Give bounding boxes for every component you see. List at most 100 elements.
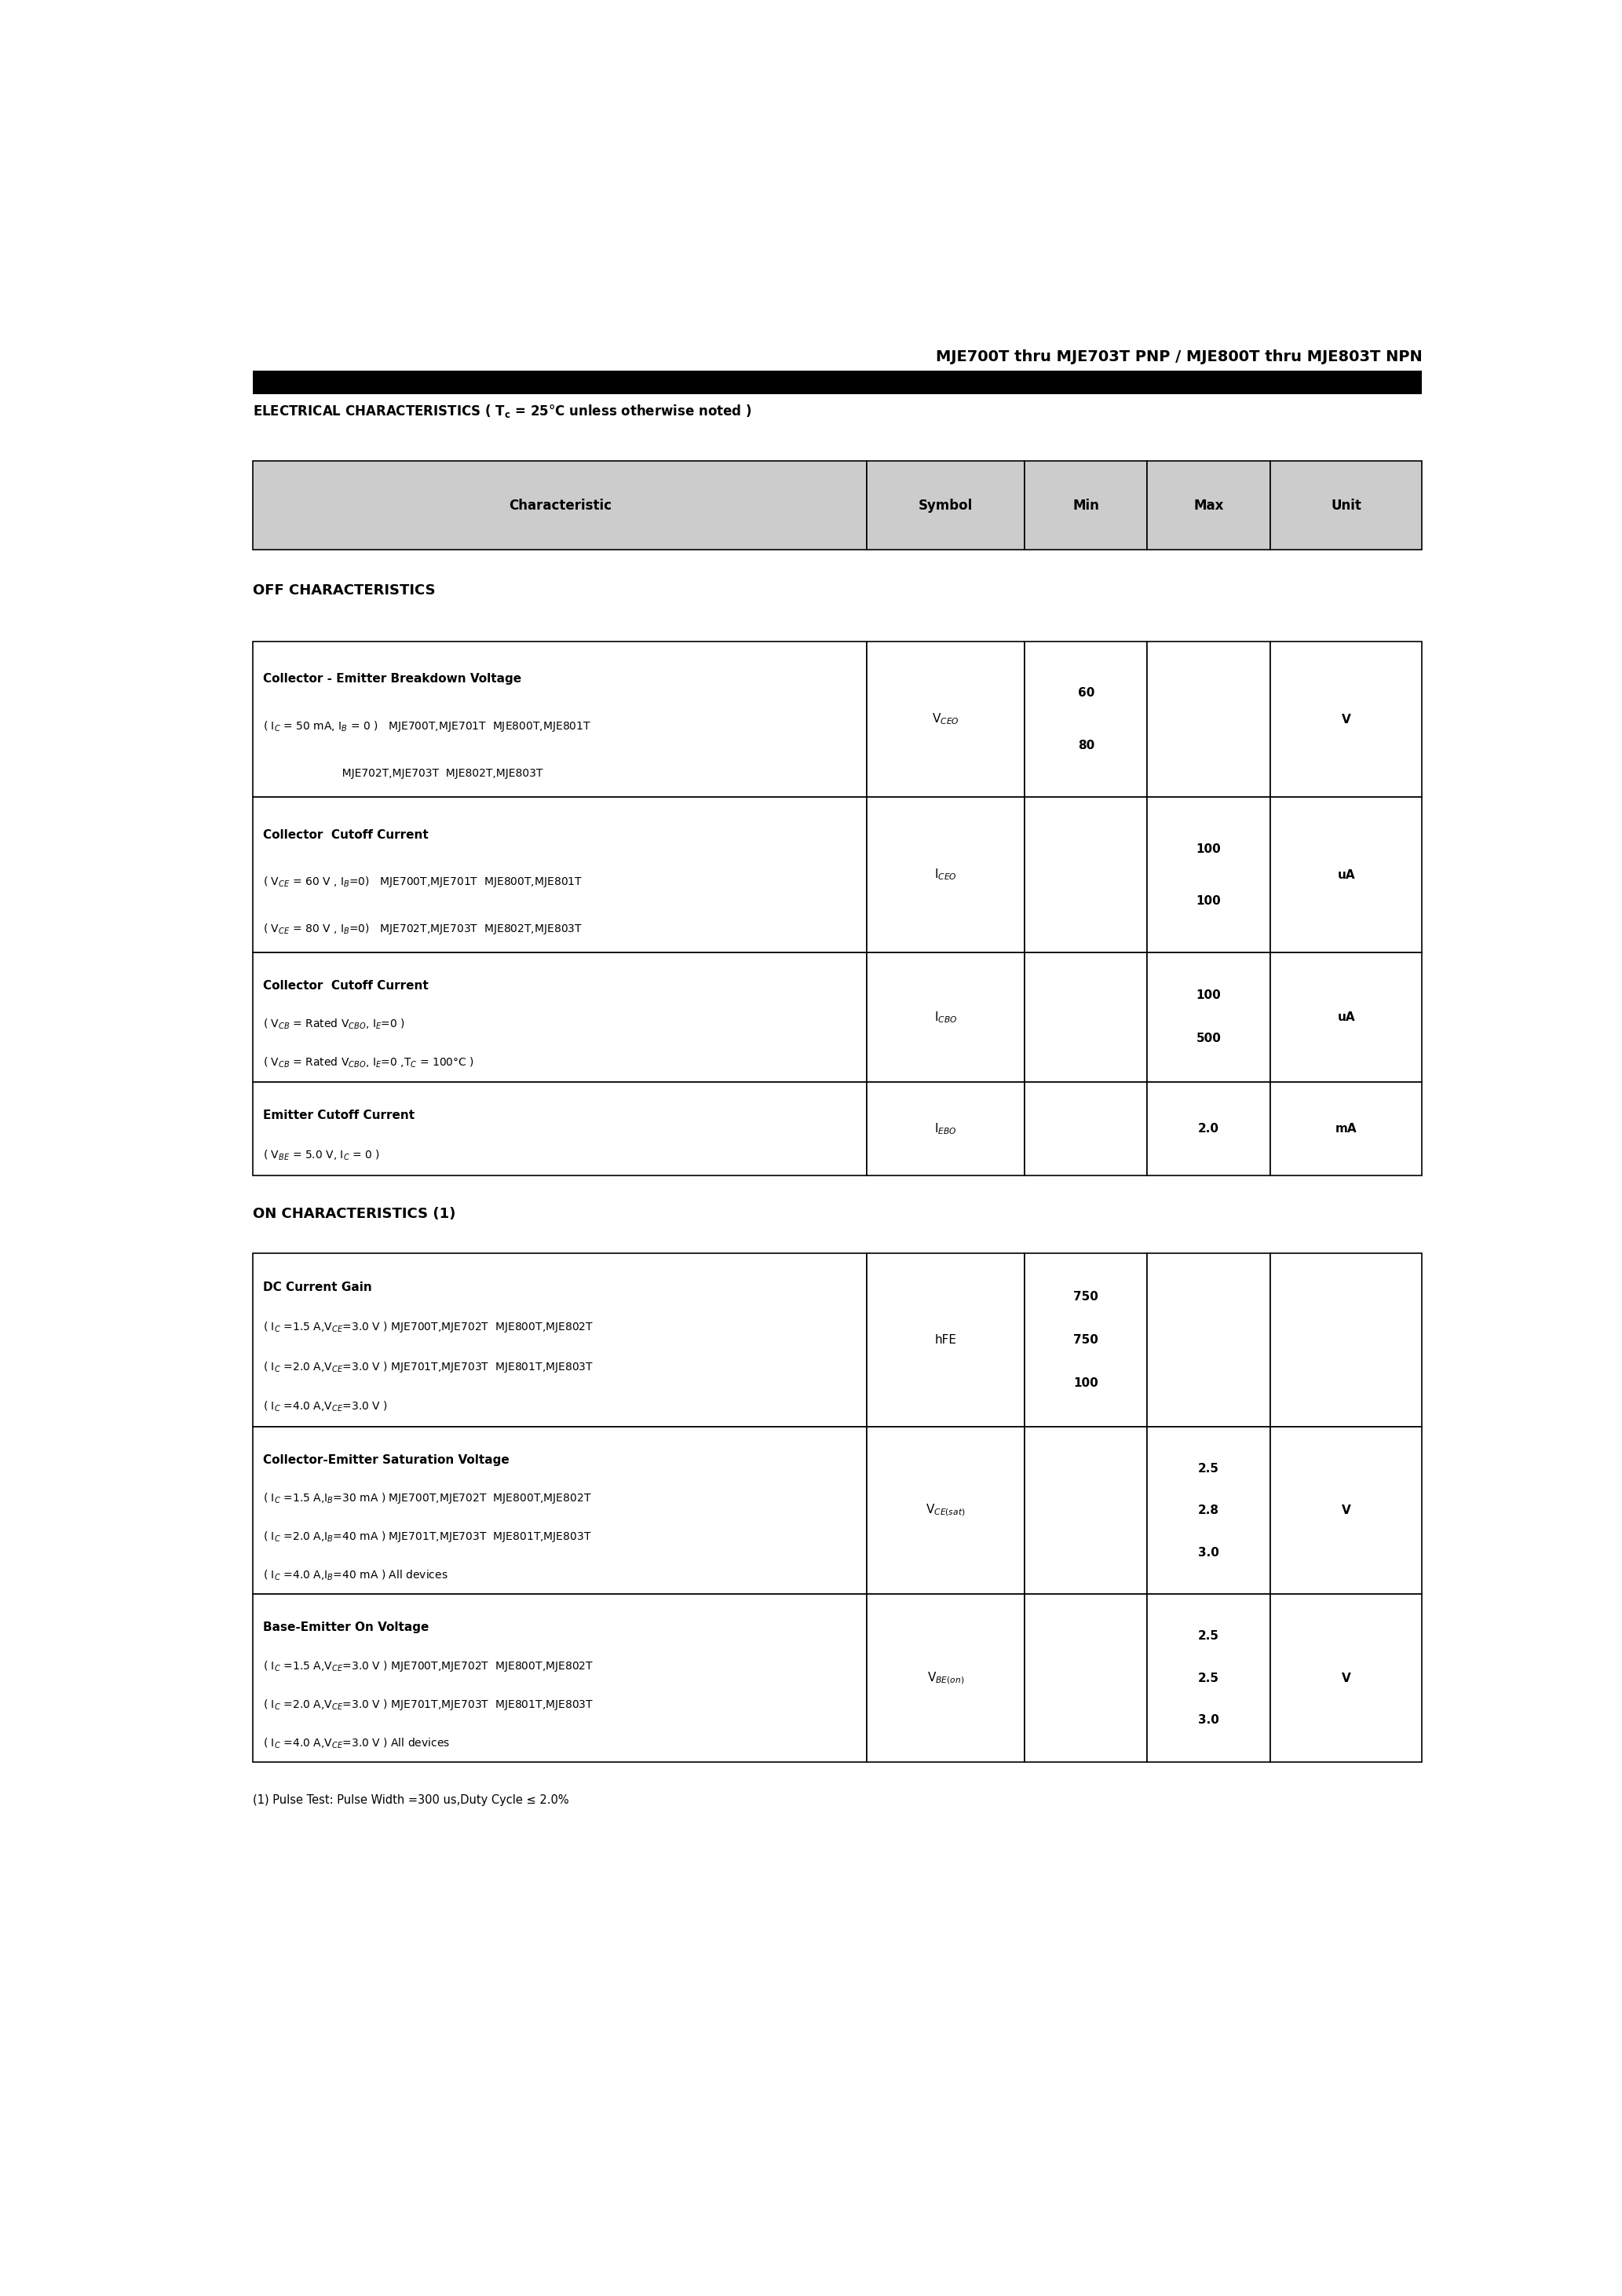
Bar — [1270, 1081, 1422, 1176]
Text: ( I$_C$ =2.0 A,I$_B$=40 mA ) MJE701T,MJE703T  MJE801T,MJE803T: ( I$_C$ =2.0 A,I$_B$=40 mA ) MJE701T,MJE… — [263, 1529, 592, 1543]
Text: I$_{CBO}$: I$_{CBO}$ — [934, 1010, 957, 1024]
Text: ( I$_C$ =4.0 A,V$_{CE}$=3.0 V ): ( I$_C$ =4.0 A,V$_{CE}$=3.0 V ) — [263, 1401, 388, 1414]
Text: ( V$_{CB}$ = Rated V$_{CBO}$, I$_E$=0 ,T$_C$ = 100°C ): ( V$_{CB}$ = Rated V$_{CBO}$, I$_E$=0 ,T… — [263, 1056, 474, 1070]
Text: ( I$_C$ =1.5 A,V$_{CE}$=3.0 V ) MJE700T,MJE702T  MJE800T,MJE802T: ( I$_C$ =1.5 A,V$_{CE}$=3.0 V ) MJE700T,… — [263, 1320, 594, 1334]
Text: V$_{CEO}$: V$_{CEO}$ — [933, 712, 959, 726]
Text: MJE702T,MJE703T  MJE802T,MJE803T: MJE702T,MJE703T MJE802T,MJE803T — [263, 767, 543, 778]
Bar — [866, 1593, 1025, 1763]
Bar — [253, 797, 866, 953]
Text: Unit: Unit — [1330, 498, 1361, 512]
Text: 100: 100 — [1197, 990, 1221, 1001]
Bar — [1147, 1426, 1270, 1593]
Text: I$_{EBO}$: I$_{EBO}$ — [934, 1120, 957, 1137]
Bar — [1147, 797, 1270, 953]
Text: ( I$_C$ =4.0 A,I$_B$=40 mA ) All devices: ( I$_C$ =4.0 A,I$_B$=40 mA ) All devices — [263, 1568, 448, 1582]
Bar — [1147, 641, 1270, 797]
Text: ( I$_C$ =1.5 A,V$_{CE}$=3.0 V ) MJE700T,MJE702T  MJE800T,MJE802T: ( I$_C$ =1.5 A,V$_{CE}$=3.0 V ) MJE700T,… — [263, 1660, 594, 1674]
Text: DC Current Gain: DC Current Gain — [263, 1281, 371, 1293]
Bar — [253, 1254, 866, 1426]
Text: (1) Pulse Test: Pulse Width =300 us,Duty Cycle ≤ 2.0%: (1) Pulse Test: Pulse Width =300 us,Duty… — [253, 1793, 569, 1807]
Bar — [1025, 1426, 1147, 1593]
Text: hFE: hFE — [934, 1334, 957, 1345]
Text: Symbol: Symbol — [918, 498, 973, 512]
Bar — [1147, 1254, 1270, 1426]
Text: ( I$_C$ =2.0 A,V$_{CE}$=3.0 V ) MJE701T,MJE703T  MJE801T,MJE803T: ( I$_C$ =2.0 A,V$_{CE}$=3.0 V ) MJE701T,… — [263, 1697, 594, 1713]
Text: ( I$_C$ = 50 mA, I$_B$ = 0 )   MJE700T,MJE701T  MJE800T,MJE801T: ( I$_C$ = 50 mA, I$_B$ = 0 ) MJE700T,MJE… — [263, 719, 592, 732]
Text: Collector  Cutoff Current: Collector Cutoff Current — [263, 829, 428, 840]
Bar — [1147, 461, 1270, 549]
Bar — [1270, 953, 1422, 1081]
Text: 80: 80 — [1077, 739, 1095, 751]
Text: Min: Min — [1072, 498, 1100, 512]
Bar — [1025, 1593, 1147, 1763]
Text: ( I$_C$ =4.0 A,V$_{CE}$=3.0 V ) All devices: ( I$_C$ =4.0 A,V$_{CE}$=3.0 V ) All devi… — [263, 1736, 449, 1750]
Text: 750: 750 — [1074, 1290, 1098, 1302]
Bar — [1270, 1593, 1422, 1763]
Text: 500: 500 — [1195, 1033, 1221, 1045]
Bar — [1025, 1081, 1147, 1176]
Text: ELECTRICAL CHARACTERISTICS ( T$_\mathbf{c}$ = 25°C unless otherwise noted ): ELECTRICAL CHARACTERISTICS ( T$_\mathbf{… — [253, 402, 753, 420]
Text: 3.0: 3.0 — [1199, 1715, 1220, 1727]
Bar — [866, 641, 1025, 797]
Text: ( V$_{CE}$ = 80 V , I$_B$=0)   MJE702T,MJE703T  MJE802T,MJE803T: ( V$_{CE}$ = 80 V , I$_B$=0) MJE702T,MJE… — [263, 923, 582, 937]
Text: 2.5: 2.5 — [1199, 1630, 1220, 1642]
Bar — [866, 1426, 1025, 1593]
Text: 60: 60 — [1077, 687, 1095, 700]
Bar — [1270, 1254, 1422, 1426]
Bar — [866, 461, 1025, 549]
Text: ( V$_{CB}$ = Rated V$_{CBO}$, I$_E$=0 ): ( V$_{CB}$ = Rated V$_{CBO}$, I$_E$=0 ) — [263, 1017, 406, 1031]
Text: V: V — [1341, 1504, 1351, 1515]
Text: 2.0: 2.0 — [1199, 1123, 1220, 1134]
Text: Base-Emitter On Voltage: Base-Emitter On Voltage — [263, 1621, 430, 1635]
Text: I$_{CEO}$: I$_{CEO}$ — [934, 868, 957, 882]
Bar — [253, 953, 866, 1081]
Text: 100: 100 — [1197, 895, 1221, 907]
Bar — [253, 461, 866, 549]
Text: OFF CHARACTERISTICS: OFF CHARACTERISTICS — [253, 583, 436, 597]
Bar — [1270, 641, 1422, 797]
Text: Max: Max — [1194, 498, 1225, 512]
Text: ON CHARACTERISTICS (1): ON CHARACTERISTICS (1) — [253, 1208, 456, 1221]
Bar — [1025, 953, 1147, 1081]
Text: Collector  Cutoff Current: Collector Cutoff Current — [263, 980, 428, 992]
Text: 2.8: 2.8 — [1199, 1504, 1220, 1515]
Text: 750: 750 — [1074, 1334, 1098, 1345]
Bar — [1147, 953, 1270, 1081]
Text: Collector-Emitter Saturation Voltage: Collector-Emitter Saturation Voltage — [263, 1453, 509, 1465]
Text: Collector - Emitter Breakdown Voltage: Collector - Emitter Breakdown Voltage — [263, 673, 522, 684]
Bar — [1147, 1081, 1270, 1176]
Bar — [1147, 1593, 1270, 1763]
Bar — [253, 1593, 866, 1763]
Text: V: V — [1341, 1671, 1351, 1685]
Text: mA: mA — [1335, 1123, 1358, 1134]
Text: uA: uA — [1337, 868, 1354, 882]
Bar — [1025, 1254, 1147, 1426]
Bar — [1270, 1426, 1422, 1593]
Text: Emitter Cutoff Current: Emitter Cutoff Current — [263, 1109, 415, 1123]
Text: Characteristic: Characteristic — [508, 498, 611, 512]
Text: uA: uA — [1337, 1010, 1354, 1024]
Text: 2.5: 2.5 — [1199, 1463, 1220, 1474]
Bar — [866, 1254, 1025, 1426]
Text: 2.5: 2.5 — [1199, 1671, 1220, 1685]
Bar — [1025, 641, 1147, 797]
Bar — [866, 1081, 1025, 1176]
Text: ( V$_{CE}$ = 60 V , I$_B$=0)   MJE700T,MJE701T  MJE800T,MJE801T: ( V$_{CE}$ = 60 V , I$_B$=0) MJE700T,MJE… — [263, 875, 582, 889]
Text: 100: 100 — [1197, 843, 1221, 854]
Bar — [1025, 797, 1147, 953]
Bar — [253, 1081, 866, 1176]
Text: ( I$_C$ =1.5 A,I$_B$=30 mA ) MJE700T,MJE702T  MJE800T,MJE802T: ( I$_C$ =1.5 A,I$_B$=30 mA ) MJE700T,MJE… — [263, 1490, 592, 1506]
Text: 3.0: 3.0 — [1199, 1548, 1220, 1559]
Bar — [1025, 461, 1147, 549]
Text: V$_{BE(on)}$: V$_{BE(on)}$ — [928, 1671, 965, 1685]
Bar — [253, 641, 866, 797]
Text: MJE700T thru MJE703T PNP / MJE800T thru MJE803T NPN: MJE700T thru MJE703T PNP / MJE800T thru … — [936, 349, 1422, 365]
Text: ( I$_C$ =2.0 A,V$_{CE}$=3.0 V ) MJE701T,MJE703T  MJE801T,MJE803T: ( I$_C$ =2.0 A,V$_{CE}$=3.0 V ) MJE701T,… — [263, 1359, 594, 1373]
Bar — [253, 372, 1422, 395]
Bar — [1270, 461, 1422, 549]
Text: V: V — [1341, 714, 1351, 726]
Bar — [253, 1426, 866, 1593]
Bar — [866, 953, 1025, 1081]
Text: V$_{CE(sat)}$: V$_{CE(sat)}$ — [926, 1502, 965, 1518]
Text: ( V$_{BE}$ = 5.0 V, I$_C$ = 0 ): ( V$_{BE}$ = 5.0 V, I$_C$ = 0 ) — [263, 1148, 380, 1162]
